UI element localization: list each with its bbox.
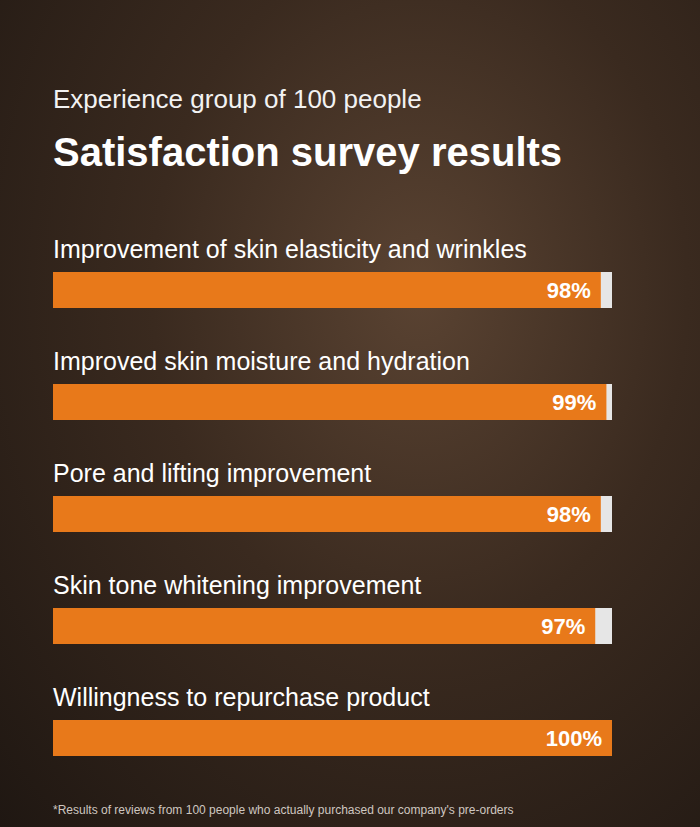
svg-text:100%: 100% <box>546 726 602 751</box>
html-text:Experience group of 100 people: Experience group of 100 people <box>53 84 422 114</box>
svg-text:97%: 97% <box>541 614 585 639</box>
svg-text:Pore and lifting improvement: Pore and lifting improvement <box>53 459 371 487</box>
svg-text:98%: 98% <box>547 502 591 527</box>
svg-text:Skin tone whitening improvemen: Skin tone whitening improvement <box>53 571 421 599</box>
svg-text:98%: 98% <box>547 278 591 303</box>
html-text:Satisfaction survey results: Satisfaction survey results <box>53 130 563 174</box>
svg-text:Improved skin moisture and hyd: Improved skin moisture and hydration <box>53 347 470 375</box>
svg-text:Willingness to repurchase prod: Willingness to repurchase product <box>53 683 430 711</box>
svg-text:99%: 99% <box>552 390 596 415</box>
svg-text:Improvement of skin elasticity: Improvement of skin elasticity and wrink… <box>53 235 527 263</box>
html-text:*Results of reviews from 100 p: *Results of reviews from 100 people who … <box>53 803 514 817</box>
